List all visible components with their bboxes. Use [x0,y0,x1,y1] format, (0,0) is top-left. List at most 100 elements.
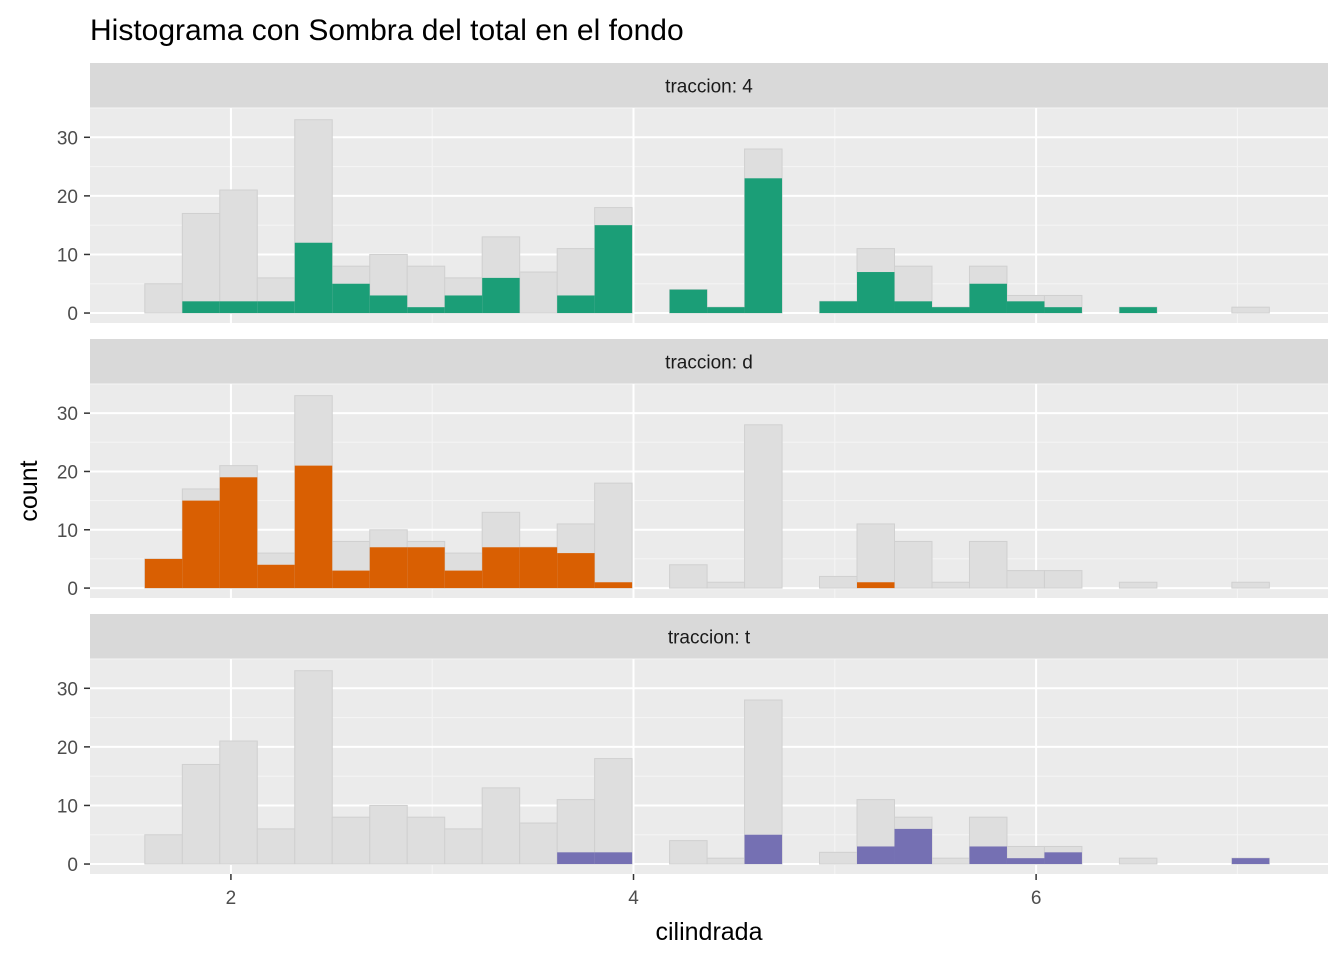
background-bar [894,540,933,589]
facet-bar [369,295,408,314]
background-bar [219,740,258,865]
facet-panel: traccion: 4 0 10 20 30 [57,63,1328,325]
background-bar [181,212,221,314]
facet-bar [969,283,1007,314]
x-tick-label: 6 [1031,888,1042,909]
facet-bar [1231,858,1270,865]
facet-bar [407,547,445,589]
chart-title: Histograma con Sombra del total en el fo… [90,14,684,47]
facet-strip-label: traccion: t [668,628,751,649]
background-bar [669,564,708,589]
facet-bar [744,834,783,865]
facet-bar [744,178,783,314]
y-tick-label: 30 [57,128,78,149]
facet-strip-label: traccion: 4 [665,77,753,98]
background-bar [706,581,746,589]
facet-bar [932,307,970,314]
facet-bar [482,277,520,314]
background-bar [144,283,183,314]
x-tick-label: 2 [226,888,237,909]
x-axis: 2 4 6 [226,874,1042,909]
background-bar [294,670,333,865]
y-tick-label: 10 [57,245,78,266]
facet-bar [969,846,1007,865]
facet-strip [90,339,1328,384]
facet-bar [219,301,258,314]
facet-panel: traccion: t 0 10 20 30 [57,614,1328,876]
y-tick-label: 30 [57,679,78,700]
background-bar [331,816,371,865]
y-tick-label: 0 [67,855,78,876]
y-tick-label: 10 [57,796,78,817]
facet-bar [332,570,370,589]
y-tick-label: 30 [57,404,78,425]
background-bar [1006,570,1045,589]
background-bar [931,857,970,865]
background-bar [1231,306,1270,314]
x-tick-label: 4 [628,888,639,909]
facet-bar [519,547,558,589]
background-bar [256,828,296,865]
background-bar [444,828,483,865]
facet-bar [1119,307,1157,314]
y-tick-label: 20 [57,738,78,759]
facet-bar [857,582,895,589]
facet-bar [257,564,295,589]
facet-panel: traccion: d 0 10 20 30 [57,339,1328,600]
facet-bar [294,242,333,314]
background-bar [144,834,183,865]
facet-bar [594,582,633,589]
facet-bar [857,272,895,314]
background-bar [594,482,633,589]
background-bar [1118,581,1158,589]
facet-bar [557,295,595,314]
facet-bar [1006,301,1045,314]
facet-bar [894,828,933,865]
background-bar [369,804,408,865]
facet-bar [407,307,445,314]
x-axis-title: cilindrada [655,918,762,946]
background-bar [594,758,633,865]
background-bar [931,581,970,589]
facet-bar [257,301,295,314]
facet-bar [332,283,370,314]
background-bar [706,857,746,865]
facet-strip [90,614,1328,659]
facet-bar [557,553,595,589]
facet-bar [444,295,483,314]
facet-bar [144,558,183,589]
background-bar [819,851,858,865]
facet-bar [482,547,520,589]
background-bar [1118,857,1158,865]
facet-bar [857,846,895,865]
facet-bar [182,500,220,589]
facet-strip-label: traccion: d [665,353,753,374]
facet-bar [294,465,333,589]
facet-bar [594,852,633,865]
facet-bar [182,301,220,314]
facet-bar [819,301,858,314]
background-bar [519,822,558,865]
facet-bar [1044,852,1082,865]
facet-bar [444,570,483,589]
y-tick-label: 20 [57,187,78,208]
background-bar [519,271,558,314]
y-tick-label: 10 [57,521,78,542]
y-axis-title: count [15,460,43,521]
y-tick-label: 20 [57,462,78,483]
background-bar [744,424,783,589]
facet-bar [707,307,745,314]
facet-bar [1044,307,1082,314]
background-bar [819,575,858,589]
facet-bar [1006,858,1045,865]
facet-bar [669,289,708,314]
background-bar [181,763,221,865]
background-bar [669,840,708,865]
background-bar [856,523,895,589]
background-bar [406,816,446,865]
y-tick-label: 0 [67,304,78,325]
y-tick-label: 0 [67,579,78,600]
background-bar [406,265,446,314]
facet-strip [90,63,1328,108]
